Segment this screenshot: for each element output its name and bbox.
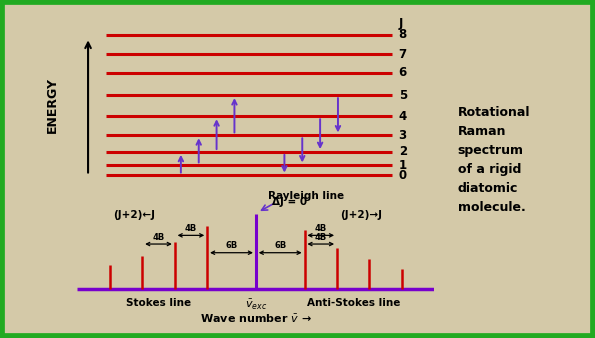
Text: (J+2)←J: (J+2)←J bbox=[113, 210, 155, 220]
Text: ΔJ = 0: ΔJ = 0 bbox=[272, 197, 307, 207]
Text: Wave number $\bar{v}$ →: Wave number $\bar{v}$ → bbox=[200, 313, 312, 325]
Text: Anti-Stokes line: Anti-Stokes line bbox=[306, 298, 400, 309]
Text: 5: 5 bbox=[399, 89, 407, 102]
Text: 0: 0 bbox=[399, 169, 407, 182]
Text: (J+2)→J: (J+2)→J bbox=[340, 210, 383, 220]
Text: 7: 7 bbox=[399, 48, 407, 61]
Text: ENERGY: ENERGY bbox=[46, 77, 59, 133]
Text: 3: 3 bbox=[399, 129, 407, 142]
Text: Stokes line: Stokes line bbox=[126, 298, 191, 309]
Text: 4B: 4B bbox=[315, 233, 327, 242]
Text: 4B: 4B bbox=[152, 233, 165, 242]
Text: 2: 2 bbox=[399, 145, 407, 159]
Text: 4B: 4B bbox=[315, 224, 327, 233]
Text: 6B: 6B bbox=[274, 241, 286, 250]
Text: 4B: 4B bbox=[185, 224, 197, 233]
Text: 6B: 6B bbox=[226, 241, 237, 250]
Text: 8: 8 bbox=[399, 28, 407, 41]
Text: 6: 6 bbox=[399, 66, 407, 79]
Text: 4: 4 bbox=[399, 110, 407, 123]
Text: Rayleigh line: Rayleigh line bbox=[268, 191, 344, 201]
Text: J: J bbox=[399, 17, 403, 30]
Text: 1: 1 bbox=[399, 159, 407, 172]
Text: Rotational
Raman
spectrum
of a rigid
diatomic
molecule.: Rotational Raman spectrum of a rigid dia… bbox=[458, 106, 530, 214]
Text: $\bar{v}_{exc}$: $\bar{v}_{exc}$ bbox=[245, 298, 267, 312]
